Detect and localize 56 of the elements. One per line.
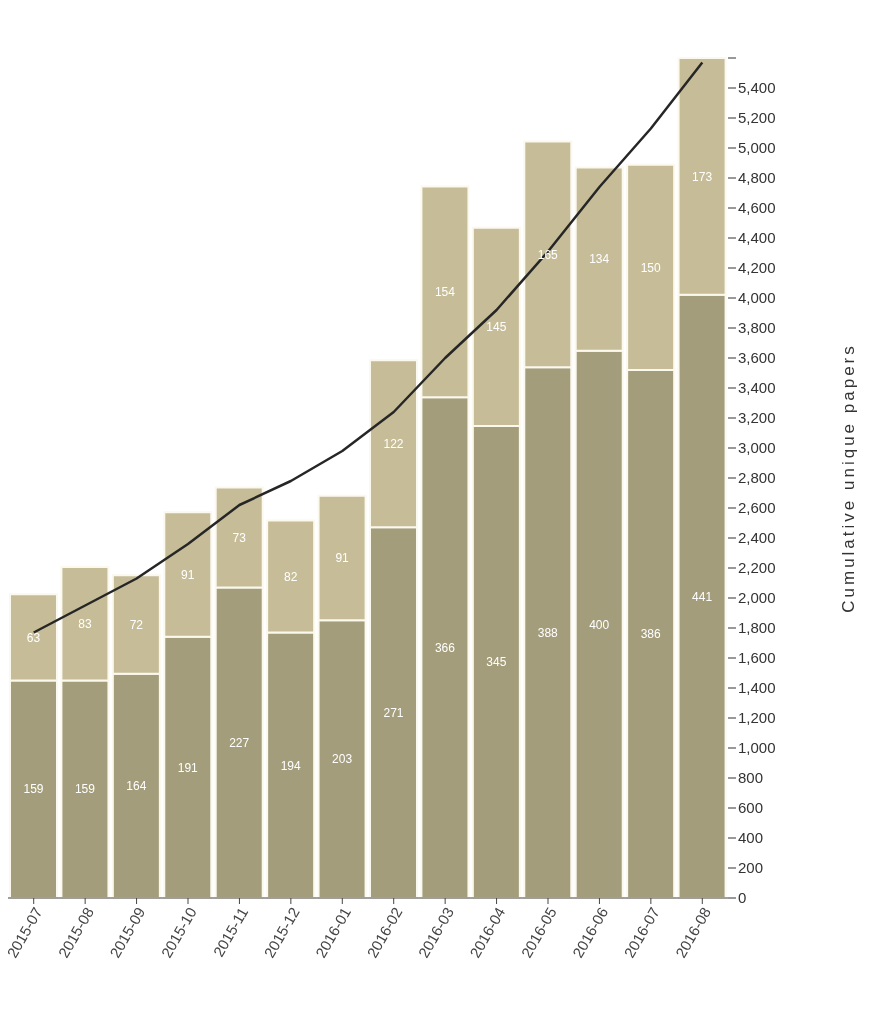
data-label: 91: [335, 551, 350, 566]
data-label: 191: [177, 760, 199, 775]
y2-tick-label: 4,400: [738, 229, 776, 247]
data-label: 159: [74, 782, 96, 797]
data-label: 73: [232, 530, 247, 545]
y2-axis-title: Cumulative unique papers: [839, 343, 859, 613]
y2-tick-label: 800: [738, 769, 764, 787]
data-label: 400: [589, 617, 610, 632]
data-label: 203: [332, 752, 353, 767]
y2-tick-label: 400: [738, 829, 764, 847]
y2-tick-label: 1,600: [738, 649, 776, 667]
y2-tick-label: 200: [738, 859, 764, 877]
data-label: 145: [486, 320, 507, 335]
y2-tick-label: 5,000: [738, 139, 776, 157]
y2-tick-label: 4,600: [738, 199, 776, 217]
y2-tick-label: 3,200: [738, 409, 776, 427]
y2-tick-label: 5,400: [738, 79, 776, 97]
y2-tick-label: 600: [738, 799, 764, 817]
data-label: 150: [640, 260, 661, 275]
data-label: 154: [434, 285, 456, 300]
data-label: 63: [26, 630, 41, 645]
y2-tick-label: 2,600: [738, 499, 776, 517]
y2-tick-label: 3,800: [738, 319, 776, 337]
data-label: 72: [129, 617, 144, 632]
y2-tick-label: 3,400: [738, 379, 776, 397]
y2-tick-label: 1,800: [738, 619, 776, 637]
y2-tick-label: 1,200: [738, 709, 776, 727]
data-label: 194: [280, 758, 301, 773]
data-label: 173: [692, 169, 713, 184]
data-label: 164: [126, 779, 147, 794]
data-label: 388: [537, 625, 559, 640]
data-label: 159: [23, 782, 44, 797]
data-label: 82: [283, 569, 298, 584]
data-label: 91: [181, 567, 195, 582]
data-label: 366: [434, 640, 456, 655]
y2-tick-label: 0: [738, 889, 747, 907]
y2-tick-label: 1,000: [738, 739, 776, 757]
y2-tick-label: 5,200: [738, 109, 776, 127]
y2-tick-label: 1,400: [738, 679, 776, 697]
y2-tick-label: 2,000: [738, 589, 776, 607]
y2-tick-label: 2,400: [738, 529, 776, 547]
data-label: 83: [78, 616, 92, 631]
data-label: 441: [692, 589, 713, 604]
data-label: 271: [383, 705, 404, 720]
y2-tick-label: 4,200: [738, 259, 776, 277]
data-label: 122: [383, 437, 404, 452]
y2-tick-label: 4,800: [738, 169, 776, 187]
y2-tick-label: 2,800: [738, 469, 776, 487]
data-label: 134: [589, 252, 610, 267]
data-label: 386: [640, 627, 661, 642]
y2-tick-label: 2,200: [738, 559, 776, 577]
data-label: 345: [486, 655, 507, 670]
y2-tick-label: 3,000: [738, 439, 776, 457]
data-label: 227: [229, 735, 250, 750]
y2-tick-label: 4,000: [738, 289, 776, 307]
y2-tick-label: 3,600: [738, 349, 776, 367]
